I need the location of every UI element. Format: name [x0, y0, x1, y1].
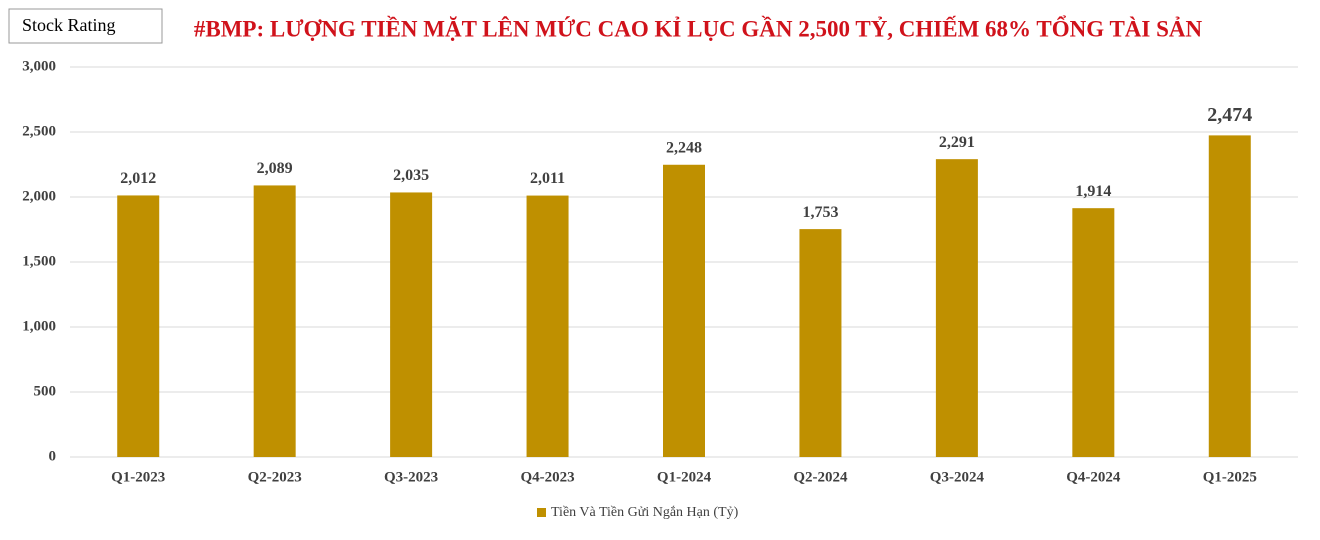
y-tick-label: 500: [34, 383, 57, 399]
value-label: 2,035: [393, 167, 429, 184]
bar: [663, 164, 705, 457]
y-tick-label: 2,500: [22, 123, 56, 139]
x-tick-label: Q4-2024: [1066, 469, 1121, 485]
chart-title: #BMP: LƯỢNG TIỀN MẶT LÊN MỨC CAO KỈ LỤC …: [194, 15, 1203, 41]
y-tick-label: 2,000: [22, 188, 56, 204]
badge: Stock Rating: [22, 15, 116, 35]
value-label: 2,011: [530, 170, 565, 187]
bar: [1208, 135, 1251, 457]
y-tick-label: 1,000: [22, 318, 56, 334]
bar: [253, 185, 296, 457]
value-label: 1,753: [802, 204, 838, 221]
legend-label: Tiền Và Tiền Gửi Ngắn Hạn (Tỷ): [551, 505, 739, 520]
x-tick-label: Q3-2024: [930, 469, 985, 485]
badge-box: [8, 8, 163, 44]
bar: [390, 192, 433, 457]
x-tick-label: Q1-2025: [1203, 469, 1257, 485]
value-label: 2,089: [257, 160, 293, 177]
y-tick-label: 0: [49, 448, 57, 464]
bar: [117, 195, 160, 457]
x-tick-label: Q4-2023: [520, 469, 574, 485]
value-label: 1,914: [1075, 183, 1111, 200]
x-tick-label: Q1-2023: [111, 469, 165, 485]
y-tick-label: 3,000: [22, 58, 56, 74]
x-tick-label: Q1-2024: [657, 469, 712, 485]
value-label: 2,474: [1207, 104, 1252, 126]
value-label: 2,291: [939, 134, 975, 151]
value-label: 2,012: [120, 170, 156, 187]
x-tick-label: Q3-2023: [384, 469, 438, 485]
x-tick-label: Q2-2024: [793, 469, 848, 485]
y-tick-label: 1,500: [22, 253, 56, 269]
bar: [935, 159, 978, 458]
x-tick-label: Q2-2023: [248, 469, 302, 485]
bar: [1072, 208, 1115, 457]
legend-swatch: [537, 508, 546, 517]
value-label: 2,248: [666, 139, 702, 156]
bar: [799, 229, 842, 457]
bar: [526, 195, 569, 457]
